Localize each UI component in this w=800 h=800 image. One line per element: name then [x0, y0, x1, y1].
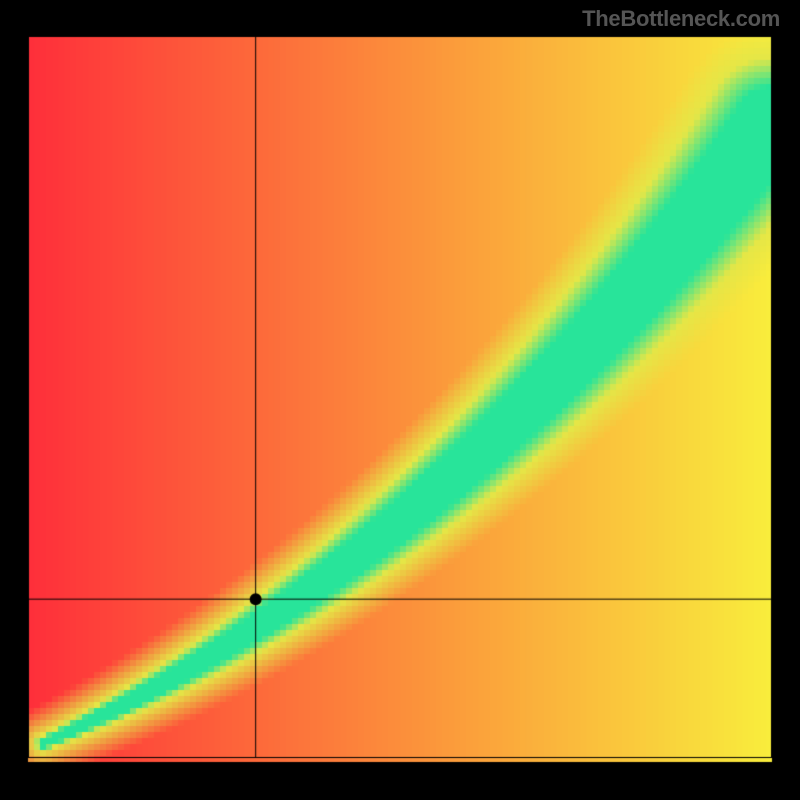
watermark-text: TheBottleneck.com	[582, 6, 780, 32]
chart-container: TheBottleneck.com	[0, 0, 800, 800]
bottleneck-heatmap-canvas	[0, 0, 800, 800]
